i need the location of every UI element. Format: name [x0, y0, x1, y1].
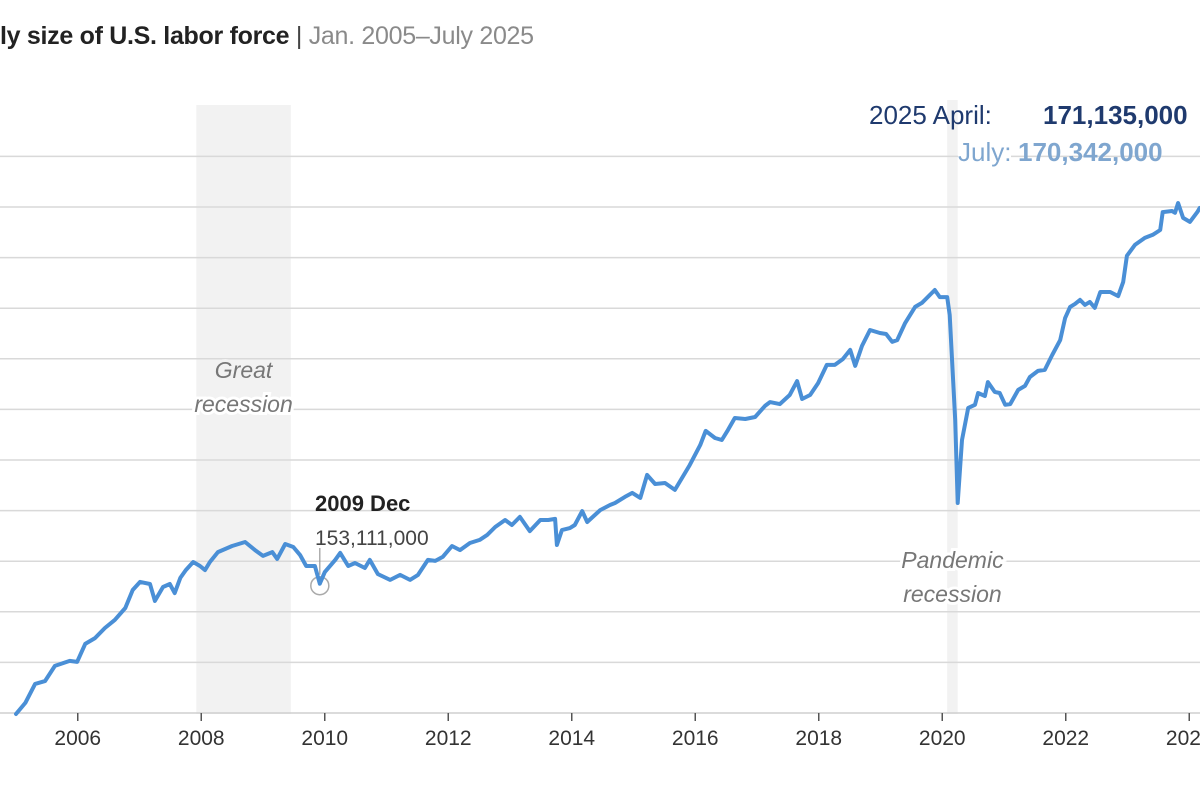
title-main: ly size of U.S. labor force — [0, 22, 290, 50]
x-tick-label: 2010 — [301, 727, 348, 750]
trough-value-label: 153,111,000 — [315, 527, 429, 550]
april-annotation: 2025 April: — [869, 100, 992, 131]
april-value: 171,135,000 — [1043, 100, 1188, 130]
x-tick-label: 2018 — [795, 727, 842, 750]
title-separator: | — [295, 22, 303, 50]
chart-title: ly size of U.S. labor force | Jan. 2005–… — [0, 22, 534, 51]
title-subtitle: Jan. 2005–July 2025 — [308, 22, 534, 50]
x-tick-label: 2020 — [919, 727, 966, 750]
x-tick-label: 2016 — [672, 727, 719, 750]
trough-date-label: 2009 Dec — [315, 491, 410, 516]
july-value: 170,342,000 — [1018, 137, 1163, 167]
great-recession-label-line1: Great — [215, 357, 274, 383]
x-tick-label: 2006 — [54, 727, 101, 750]
april-label: 2025 April: — [869, 100, 992, 130]
pandemic-recession-label-line1: Pandemic — [901, 547, 1004, 573]
x-tick-label: 2024 — [1166, 727, 1200, 750]
x-tick-label: 2012 — [425, 727, 472, 750]
july-label: July: — [958, 137, 1012, 168]
pandemic-recession-band — [947, 100, 958, 714]
labor-force-line — [14, 201, 1200, 716]
pandemic-recession-label-line2: recession — [903, 581, 1001, 607]
x-tick-label: 2014 — [548, 727, 595, 750]
x-tick-label: 2008 — [178, 727, 225, 750]
x-tick-label: 2022 — [1042, 727, 1089, 750]
great-recession-label-line2: recession — [194, 391, 292, 417]
